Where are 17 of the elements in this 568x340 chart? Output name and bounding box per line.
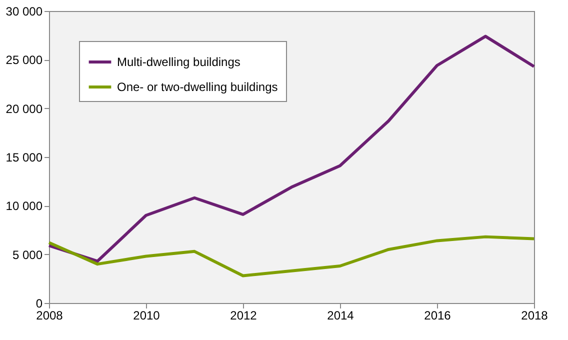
- x-tick-label: 2016: [424, 308, 452, 322]
- legend-label: One- or two-dwelling buildings: [117, 80, 278, 94]
- line-series: [48, 34, 536, 263]
- x-tick-label: 2014: [327, 308, 354, 322]
- y-tick-label: 15 000: [6, 150, 43, 164]
- x-tick-label: 2010: [133, 308, 160, 322]
- y-tick-label: 25 000: [6, 53, 43, 68]
- y-tick-label: 30 000: [6, 4, 43, 18]
- line-series: [48, 235, 536, 278]
- y-tick-label: 10 000: [6, 199, 43, 214]
- x-tick-label: 2018: [521, 308, 548, 322]
- y-tick-label: 20 000: [6, 102, 43, 116]
- y-tick-label: 5 000: [12, 248, 43, 262]
- x-tick-label: 2012: [230, 308, 258, 322]
- y-tick-label: 0: [36, 296, 43, 310]
- x-tick-label: 2008: [36, 308, 64, 322]
- legend-label: Multi-dwelling buildings: [117, 55, 240, 69]
